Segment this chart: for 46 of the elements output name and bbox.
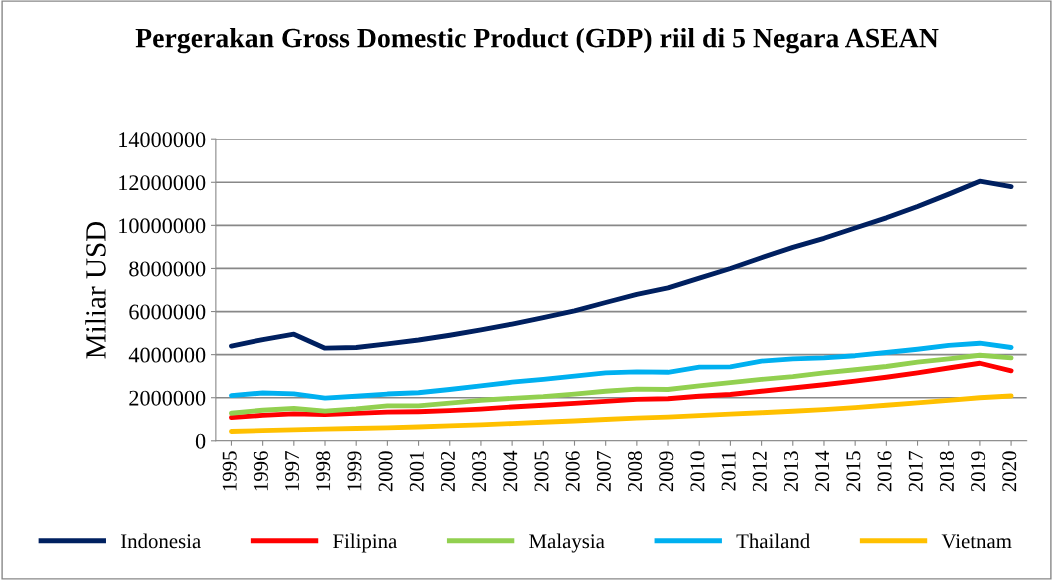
x-tick-label: 2001 <box>409 451 424 492</box>
line-series <box>229 340 1014 401</box>
x-tick-label: 1999 <box>347 451 362 491</box>
line-series <box>229 393 1014 434</box>
legend-label: Indonesia <box>120 533 201 549</box>
line-series <box>229 360 1014 420</box>
x-tick-label: 2000 <box>378 451 393 492</box>
x-tick-label: 2020 <box>1002 451 1017 492</box>
y-tick-label: 10000000 <box>119 218 206 234</box>
y-tick-label: 2000000 <box>129 390 206 406</box>
x-tick-label: 2017 <box>908 451 923 492</box>
line-series <box>229 352 1014 416</box>
x-tick-label: 2019 <box>971 451 986 492</box>
y-tick-label: 0 <box>195 433 206 449</box>
x-tick-label: 2007 <box>596 451 611 492</box>
y-tick-label: 8000000 <box>129 261 206 277</box>
line-series <box>229 178 1014 351</box>
x-tick-label: 2008 <box>628 451 643 492</box>
x-tick-label: 1998 <box>316 451 331 491</box>
y-tick-label: 14000000 <box>119 132 206 148</box>
x-tick-label: 2016 <box>877 451 892 492</box>
y-tick-label: 12000000 <box>119 175 206 191</box>
x-tick-label: 2003 <box>472 451 487 492</box>
legend-label: Malaysia <box>529 533 605 553</box>
x-tick-label: 1995 <box>222 451 237 491</box>
x-tick-label: 2018 <box>939 451 954 492</box>
x-tick-label: 2015 <box>846 451 861 492</box>
y-axis-title: Miliar USD <box>85 221 106 359</box>
y-tick-label: 4000000 <box>128 347 206 363</box>
y-tick-label: 6000000 <box>129 304 206 320</box>
legend-label: Vietnam <box>941 534 1012 549</box>
x-tick-label: 1996 <box>253 451 268 491</box>
x-tick-label: 2010 <box>690 451 705 492</box>
x-tick-label: 2013 <box>783 451 798 492</box>
x-tick-label: 2005 <box>534 451 549 492</box>
x-tick-label: 2006 <box>565 451 580 492</box>
x-tick-label: 2011 <box>721 451 736 491</box>
legend-label: Thailand <box>736 533 810 549</box>
x-tick-label: 2012 <box>752 451 767 492</box>
chart-title: Pergerakan Gross Domestic Product (GDP) riil di 5 Negara ASEAN <box>135 27 939 54</box>
x-tick-label: 2009 <box>659 451 674 492</box>
x-tick-label: 2002 <box>440 451 455 492</box>
x-tick-label: 1997 <box>285 451 300 491</box>
x-tick-label: 2014 <box>815 450 830 492</box>
legend-label: Filipina <box>333 533 397 553</box>
x-tick-label: 2004 <box>503 450 518 492</box>
